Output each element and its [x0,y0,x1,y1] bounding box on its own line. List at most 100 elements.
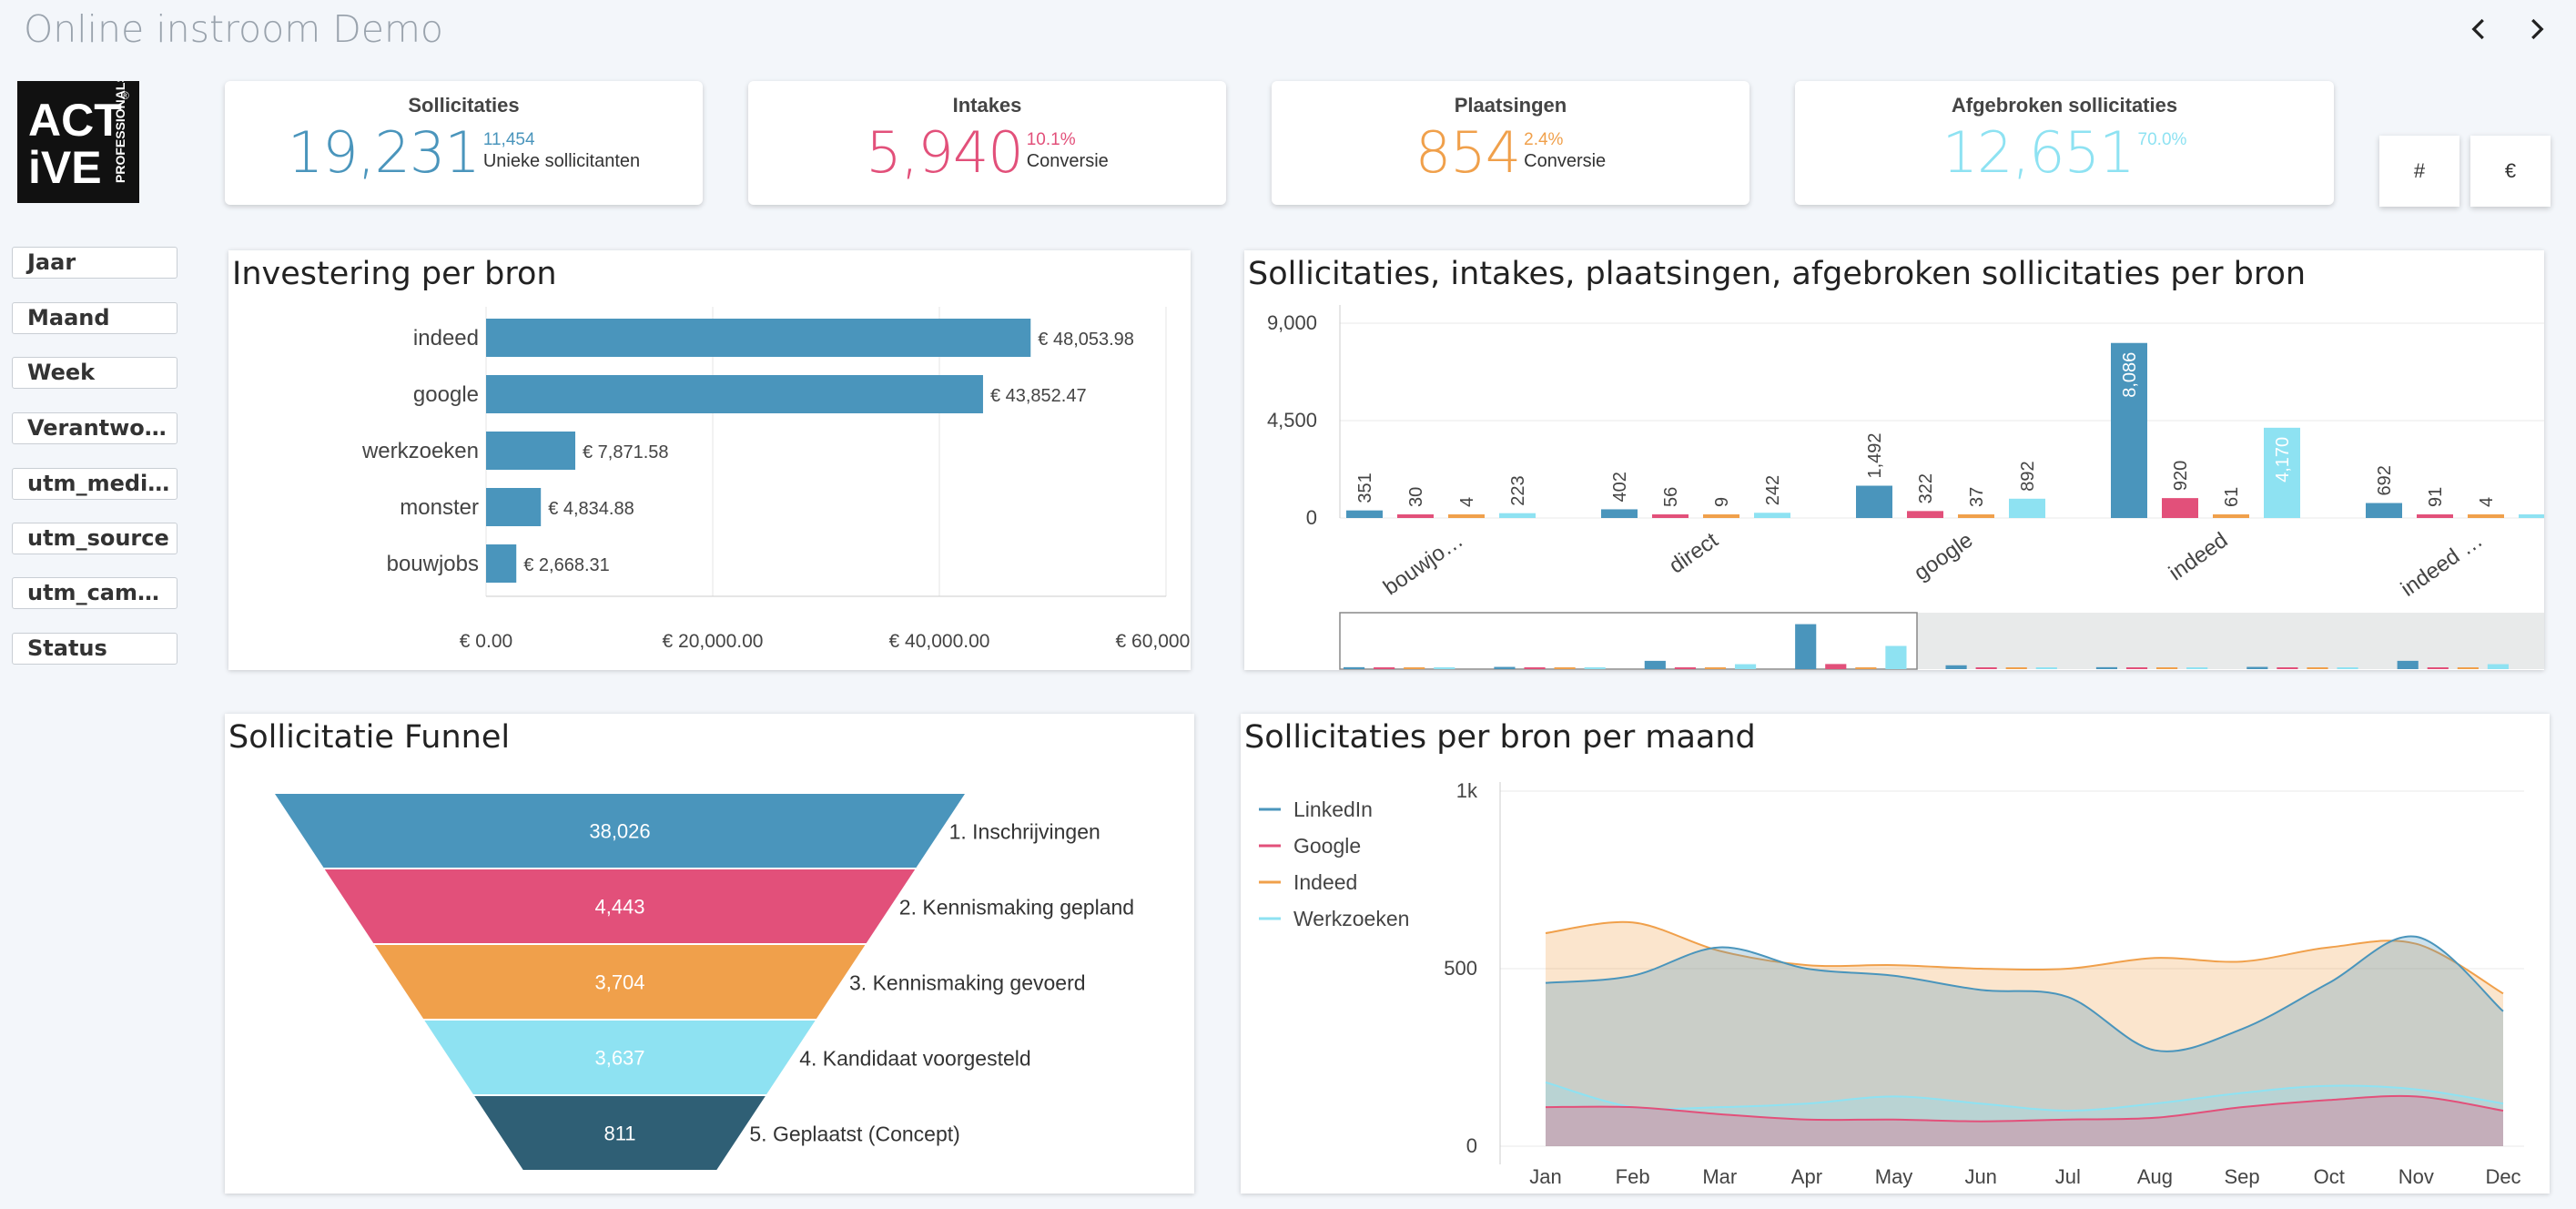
navigator-bar [1704,667,1727,669]
category-label: google [413,382,479,407]
navigator-bar [2035,667,2057,669]
series-line [1545,920,2504,995]
kpi-small: 2.4% [1524,130,1564,149]
kpi-small: 11,454 [482,130,535,149]
category-label: monster [400,495,479,520]
kpi-title: Sollicitaties [408,94,520,117]
funnel-chart: 38,026 1. Inschrijvingen 4,443 2. Kennismak… [275,794,1134,1170]
chevron-left-icon [2471,18,2484,40]
kpi-sub: Conversie [1026,151,1109,171]
data-label: 61 [2222,487,2242,507]
legend-label: Indeed [1293,870,1357,894]
panel-title: Sollicitaties per bron per maand [1244,719,1756,756]
bar [1397,514,1434,518]
navigator-window [1339,612,1918,670]
bar [1754,513,1790,518]
x-tick-label: € 0.00 [460,631,512,652]
filter-utm-source[interactable]: utm_source [12,523,177,554]
navigator-bar [2397,660,2419,669]
x-tick-label: Oct [2314,1165,2345,1188]
filter-utm-medium[interactable]: utm_medi… [12,468,177,500]
funnel-value: 3,704 [594,971,644,994]
data-label: 56 [1661,487,1681,507]
panel-title: Investering per bron [232,256,557,292]
navigator-bar [1404,667,1425,669]
data-label: € 4,834.88 [548,499,634,519]
bar [2519,514,2544,518]
funnel-segment [374,945,866,1019]
filter-week[interactable]: Week [12,357,177,389]
x-tick-label: Sep [2225,1165,2260,1188]
x-tick-label: € 60,000.00 [1116,631,1191,652]
x-tick-label: Jan [1529,1165,1561,1188]
prev-page-button[interactable] [2459,9,2500,49]
navigator-bar [1795,624,1817,669]
data-label: 4 [1457,497,1477,507]
funnel-segment [275,794,965,868]
navigator-bar [1374,667,1395,669]
navigator-bar [1975,667,1997,669]
filter-verantwoordelijke[interactable]: Verantwo… [12,412,177,444]
toggle-euro-button[interactable]: € [2470,136,2551,207]
navigator-bar [2277,667,2298,669]
navigator-bar [1584,667,1606,669]
kpi-title: Plaatsingen [1454,94,1567,117]
kpi-card-sollicitaties: Sollicitaties 19,231 11,454 Unieke sollic… [225,81,703,205]
next-page-button[interactable] [2516,9,2556,49]
panel-title: Sollicitaties, intakes, plaatsingen, afg… [1248,256,2307,292]
navigator-bar [1344,666,1365,669]
navigator-bar [2125,667,2148,669]
x-tick-label: May [1875,1165,1913,1188]
data-label: 920 [2171,461,2191,491]
y-tick-label: 4,500 [1267,409,1317,432]
bar [1601,509,1638,518]
app-title: Online instroom Demo [24,7,444,51]
category-label: werkzoeken [361,439,479,463]
data-label: 1,492 [1865,432,1885,478]
navigator-bar [2307,667,2328,669]
data-label: 892 [2018,461,2038,491]
navigator-bar [2156,667,2178,669]
data-label: 4,170 [2273,437,2293,483]
kpi-card-intakes: Intakes 5,940 10.1% Conversie [748,81,1226,205]
navigator-bar [1524,667,1546,669]
category-label: indeed … [2397,528,2488,602]
bar [2162,498,2198,518]
company-logo: ACT iVE PROFESSIONALS ® [17,81,139,203]
series-line [1545,1094,2504,1123]
filter-jaar[interactable]: Jaar [12,247,177,279]
funnel-stage-label: 4. Kandidaat voorgesteld [799,1047,1030,1071]
logo-side-text: PROFESSIONALS [113,81,127,183]
kpi-sub: Unieke sollicitanten [482,151,641,171]
funnel-segment [474,1096,766,1170]
x-tick-label: Nov [2399,1165,2434,1188]
filter-status[interactable]: Status [12,633,177,665]
filter-utm-campaign[interactable]: utm_cam… [12,577,177,609]
bar [1499,513,1536,518]
sources-chart[interactable]: 0 4,500 9,000 351 30 4 223 bouwjo… 402 56 9 242 dire… [1244,250,2544,670]
logo-line2: iVE [28,142,102,193]
x-tick-label: Apr [1791,1165,1822,1188]
data-label: 4 [2477,497,2497,507]
kpi-title: Intakes [952,94,1022,117]
area-fill [1546,1082,2503,1146]
filter-maand[interactable]: Maand [12,302,177,334]
navigator-bar [2337,667,2358,669]
panel-title: Sollicitatie Funnel [228,719,511,756]
toggle-count-button[interactable]: # [2379,136,2459,207]
funnel-stage-label: 3. Kennismaking gevoerd [849,971,1086,995]
panel-funnel: 38,026 1. Inschrijvingen 4,443 2. Kennismak… [225,714,1194,1194]
category-label: bouwjobs [387,552,479,576]
bar [2213,514,2249,518]
category-label: bouwjo… [1379,528,1467,601]
legend-label: Werkzoeken [1293,907,1409,930]
bar [1346,510,1383,518]
bar [486,375,983,413]
navigator-bar [2005,667,2027,669]
data-label: 8,086 [2120,352,2140,398]
funnel-stage-label: 2. Kennismaking gepland [899,896,1134,919]
monthly-chart: 0 500 1k Jan Feb Mar Apr May Jun Jul Aug Sep Oct Nov D… [1259,779,2524,1188]
kpi-card-plaatsingen: Plaatsingen 854 2.4% Conversie [1272,81,1749,205]
data-label: 223 [1508,475,1528,505]
data-label: € 43,852.47 [990,386,1087,406]
